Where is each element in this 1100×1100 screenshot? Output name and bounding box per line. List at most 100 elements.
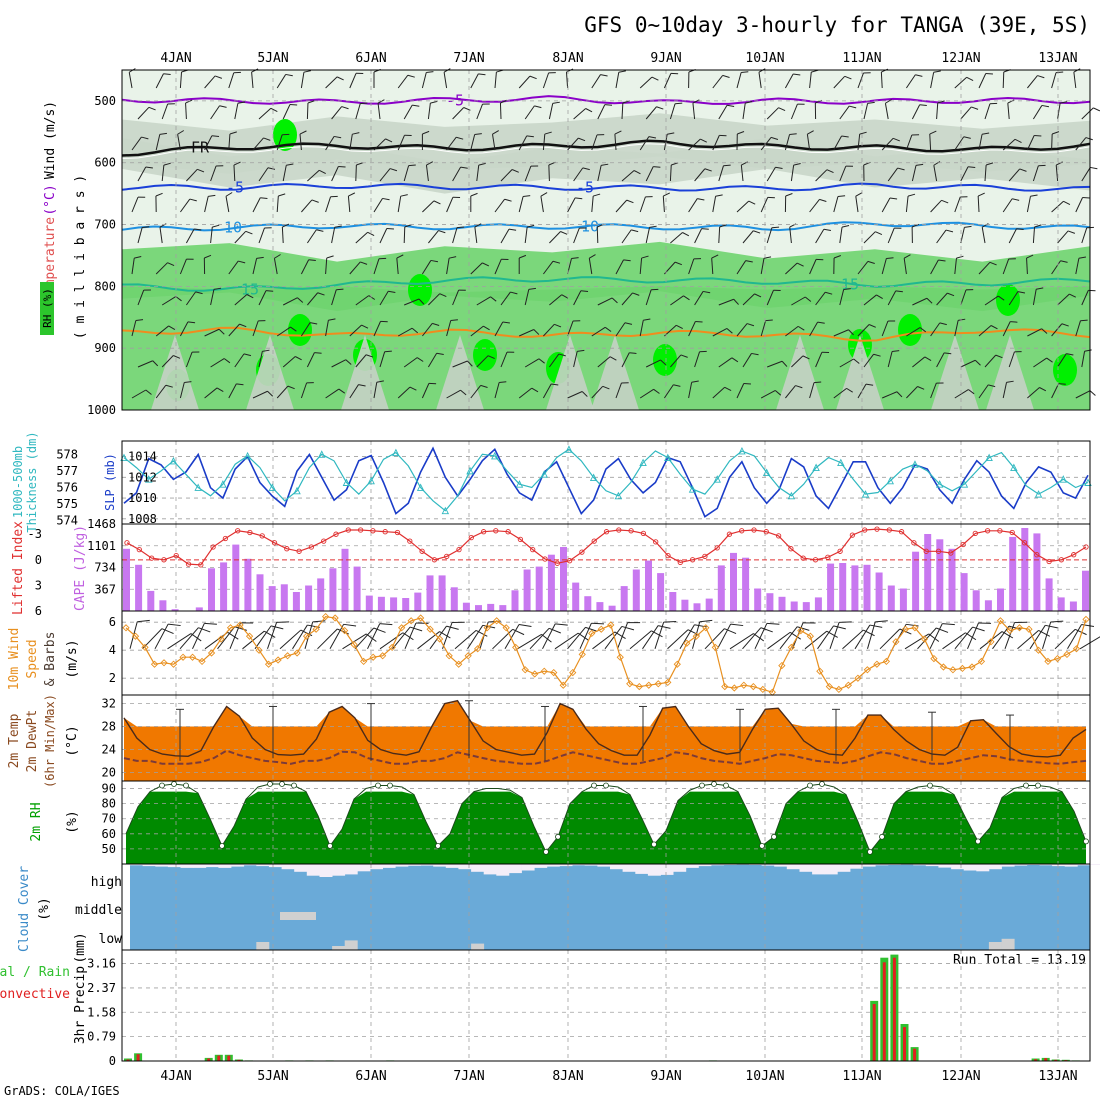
cloud-low-bar-18 (344, 940, 358, 950)
upper-wind-barb-30-2 (857, 134, 861, 151)
wind10-barb-1-flag (137, 619, 150, 623)
upper-wind-barb-38-2-flag (1051, 131, 1060, 135)
upper-wind-barb-9-8-flag (361, 324, 369, 329)
lifted-index-marker-41 (616, 527, 622, 533)
isotherm-5 (121, 276, 1091, 292)
day-label-bottom-5: 8JAN (552, 1069, 583, 1084)
upper-wind-barb-10-7-flag (388, 290, 396, 293)
upper-wind-barb-8-7-flag (336, 288, 344, 291)
upper-wind-barb-33-0-flag (933, 70, 941, 73)
upper-wind-barb-10-2-flag (385, 138, 393, 143)
upper-wind-barb-25-5 (742, 230, 754, 244)
upper-wind-barb-5-6-flag (256, 256, 264, 259)
upper-wind-barb-3-10-flag (216, 387, 224, 392)
rh2m-marker-14 (279, 781, 285, 787)
upper-wind-barb-34-0-flag (966, 76, 974, 81)
rh2m-marker-36 (543, 849, 549, 855)
upper-wind-barb-26-3 (766, 167, 776, 182)
upper-wind-barb-0-5 (137, 227, 143, 244)
isotherm-label-3-1: -5 (226, 178, 244, 196)
wind10-marker-81 (882, 657, 891, 666)
precip-convective-bar-2 (136, 1054, 140, 1061)
upper-wind-barb-25-6 (736, 260, 747, 275)
rh-saturation-patch-13 (288, 314, 312, 346)
upper-wind-barb-23-10 (688, 382, 693, 399)
upper-wind-barb-18-1-flag (585, 108, 593, 113)
wind10-barb-8 (217, 626, 236, 650)
wind10-marker-14 (245, 632, 254, 640)
precip-tick-label-2: 0.79 (87, 1030, 116, 1044)
upper-wind-barb-26-8 (760, 320, 767, 337)
wind10-barb-70 (992, 625, 1010, 650)
cloud-high-gap-53 (786, 864, 800, 870)
upper-wind-barb-36-0 (1002, 71, 1005, 89)
upper-wind-barb-11-6-flag (396, 254, 404, 259)
wind10-barb-51 (754, 623, 768, 650)
cape-bar-75 (1021, 528, 1029, 611)
upper-wind-barb-2-8 (179, 321, 189, 337)
upper-wind-barb-8-9-flag (345, 359, 352, 365)
upper-wind-barb-16-3 (524, 165, 532, 182)
dry-intrusion-3 (341, 335, 389, 410)
rh2m-tick-label-1: 50 (102, 842, 116, 856)
lifted-index-marker-51 (739, 528, 745, 534)
lifted-index-marker-11 (247, 529, 253, 536)
upper-wind-barb-22-9 (670, 354, 682, 368)
wind10-barb-22 (392, 626, 411, 650)
cloud-high-gap-30 (496, 864, 510, 876)
wind10-barb-45-flag (694, 624, 707, 628)
upper-wind-barb-14-0 (470, 73, 479, 89)
upper-wind-barb-25-9-flag (751, 352, 759, 356)
lifted-index-marker-36 (554, 560, 560, 566)
rh-saturation-patch-11 (408, 274, 432, 306)
cape-bar-20 (353, 566, 361, 611)
cape-bar-64 (887, 585, 895, 611)
cape-bar-38 (572, 582, 580, 611)
upper-wind-barb-5-1-flag (270, 107, 278, 112)
lifted-index-marker-48 (702, 553, 708, 560)
upper-wind-barb-38-10 (1051, 383, 1060, 399)
wind10-marker-63 (711, 643, 719, 652)
upper-wind-barb-14-7 (476, 296, 491, 306)
upper-wind-barb-8-2 (325, 136, 335, 151)
lifted-index-label: Lifted Index (11, 521, 26, 615)
upper-wind-barb-12-9-flag (436, 352, 444, 355)
upper-wind-barb-28-2 (806, 134, 811, 151)
wind10-barb-17-flag (343, 623, 357, 627)
thickness-marker-62 (886, 476, 894, 485)
precip-total-label: Total / Rain (0, 965, 70, 980)
temp2m-tick-label-3: 28 (102, 720, 116, 734)
cape-bar-58 (814, 597, 822, 611)
day-label-bottom-6: 9JAN (650, 1069, 681, 1084)
wind10-barb-33 (529, 627, 550, 650)
upper-wind-barb-36-9 (1008, 351, 1015, 368)
wind10-barb-45 (679, 624, 695, 650)
upper-wind-barb-15-9 (500, 351, 508, 368)
upper-wind-barb-28-10 (809, 382, 815, 399)
wind10-barb-70-flag (1008, 625, 1022, 630)
upper-wind-barb-4-3 (233, 164, 236, 182)
upper-wind-barb-15-1 (499, 102, 502, 120)
upper-wind-barb-2-8-flag (187, 321, 196, 324)
upper-wind-barb-33-1-flag (937, 100, 945, 104)
upper-wind-barb-4-9 (234, 353, 245, 368)
upper-wind-barb-20-3-flag (633, 170, 641, 175)
rh2m-marker-4 (159, 782, 165, 789)
precip-convective-bar-11 (227, 1055, 231, 1061)
wind10-marker-99 (1053, 654, 1062, 663)
wind10-barb-75-flag (1074, 628, 1087, 636)
precip-tick-label-3: 1.58 (87, 1005, 116, 1019)
wind10-barb-63-flag (928, 633, 940, 642)
upper-wind-barb-20-2-flag (614, 130, 622, 135)
wind10-marker-48 (569, 668, 577, 677)
upper-wind-barb-1-10-flag (165, 384, 173, 388)
upper-wind-barb-7-3-flag (319, 169, 326, 174)
upper-wind-barb-28-2-flag (807, 130, 814, 135)
upper-wind-barb-19-0 (591, 74, 601, 89)
rh2m-tick-label-5: 90 (102, 782, 116, 796)
day-label-bottom-4: 7JAN (453, 1069, 484, 1084)
upper-wind-barb-18-4 (567, 197, 576, 213)
wind10-marker-55 (635, 682, 643, 691)
upper-wind-barb-34-2 (954, 136, 965, 151)
upper-wind-barb-27-1 (790, 103, 798, 120)
